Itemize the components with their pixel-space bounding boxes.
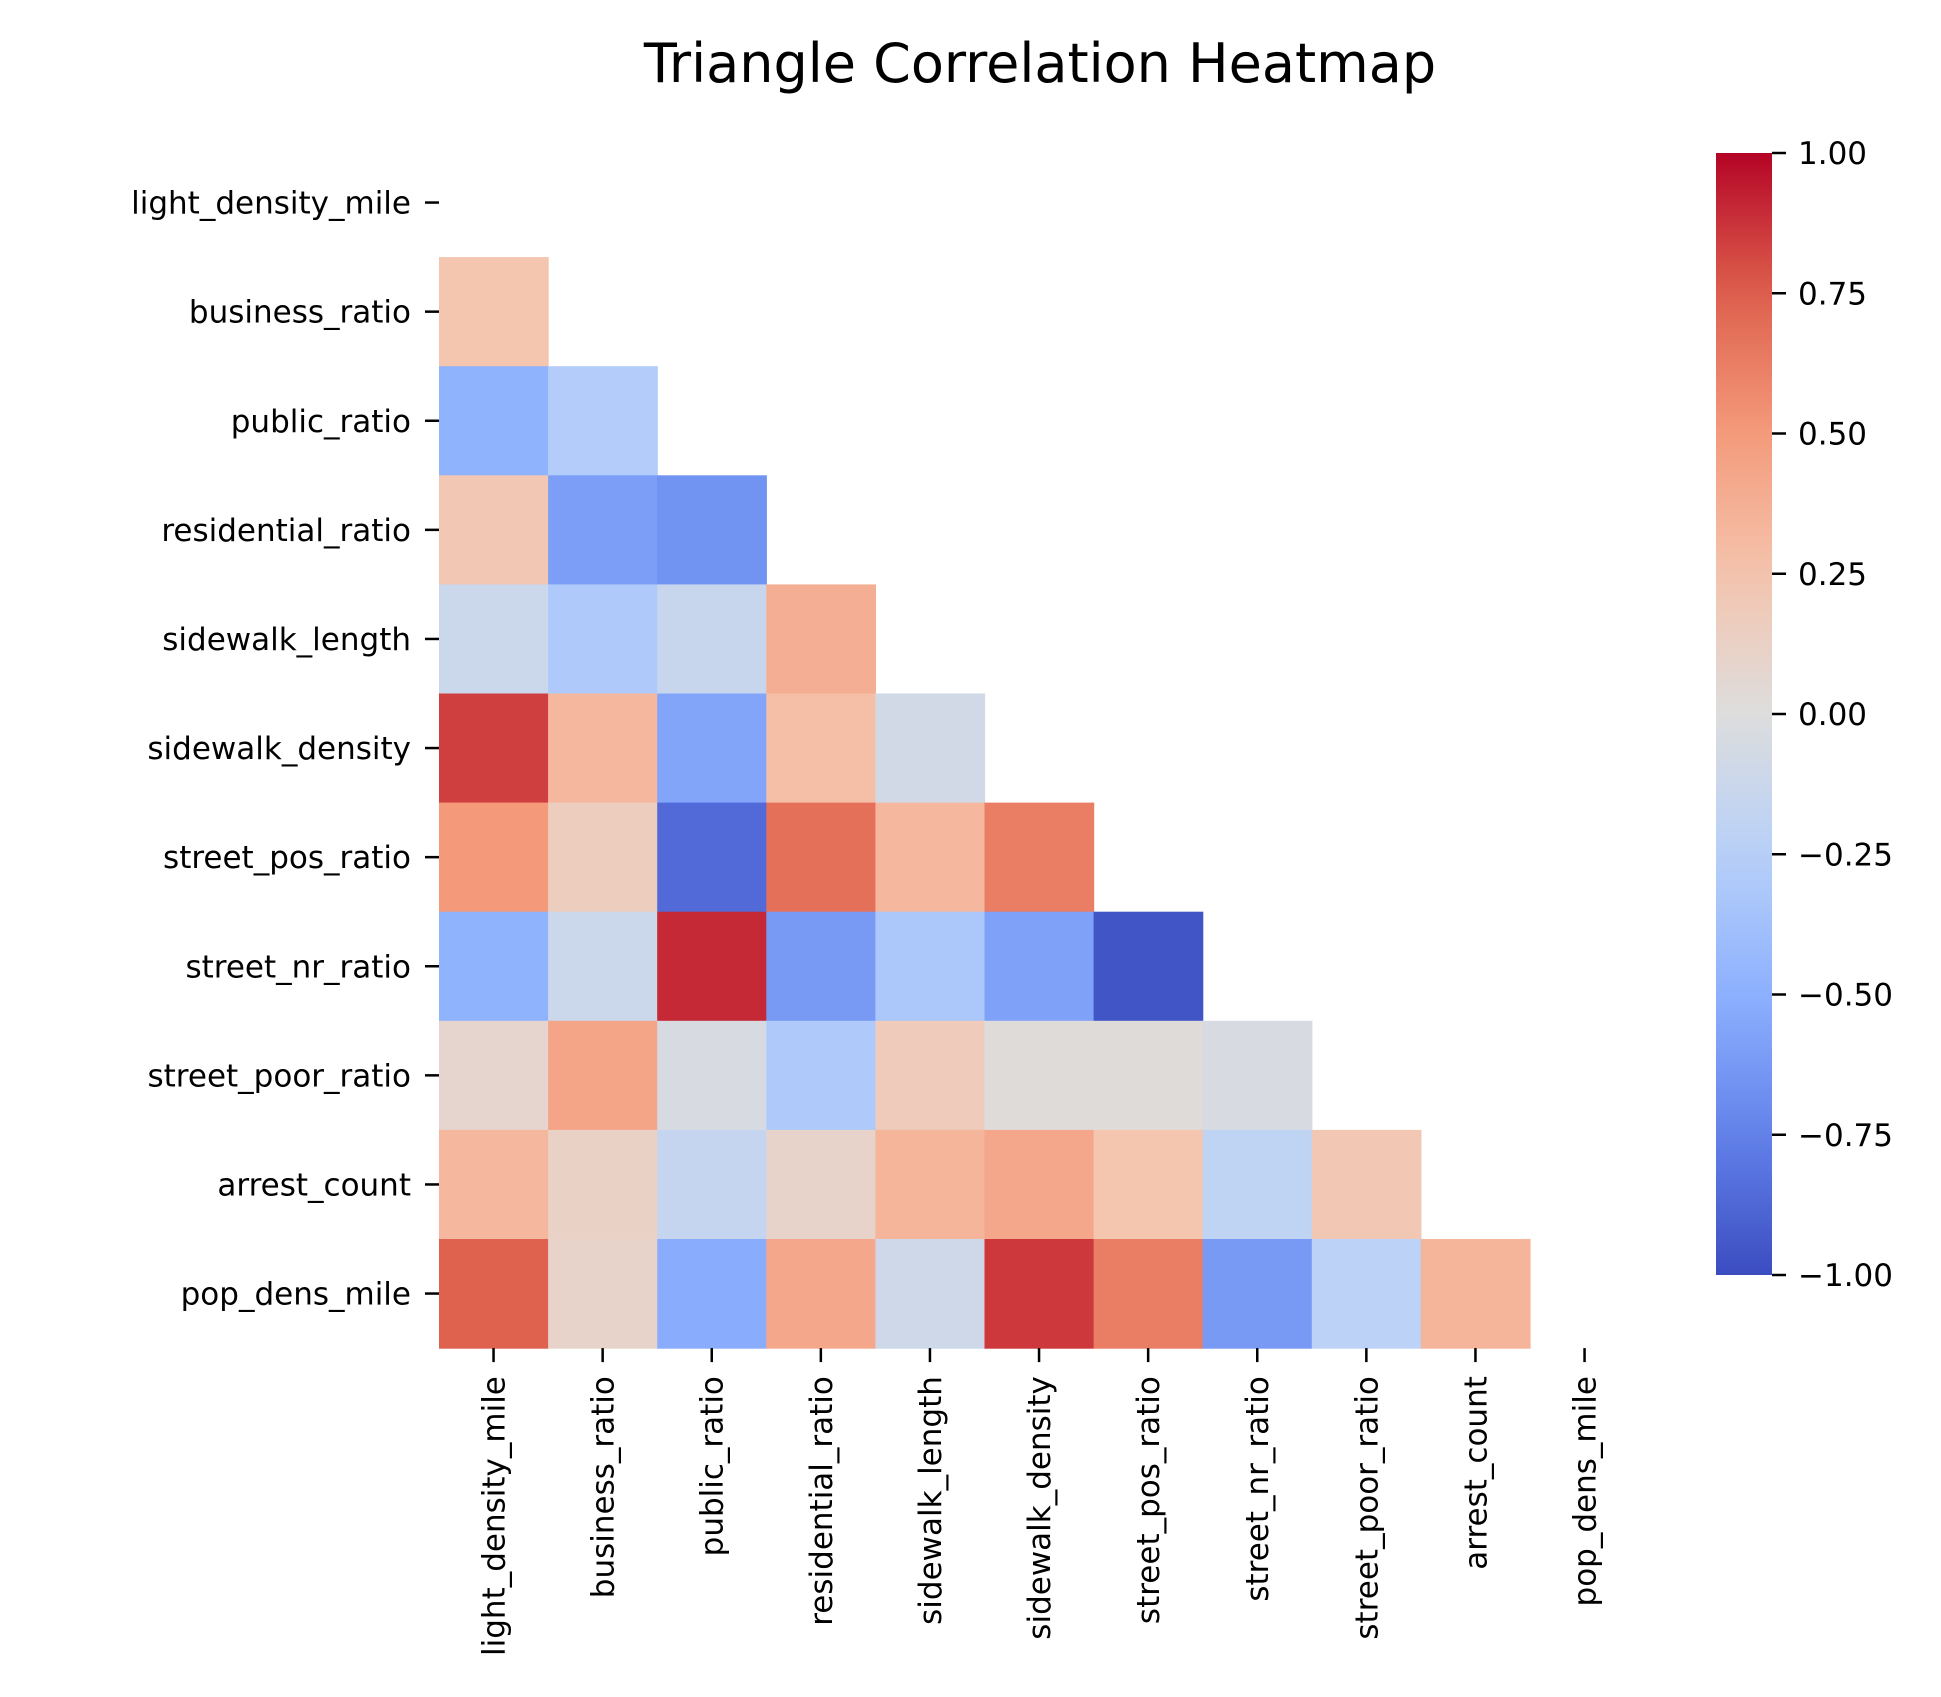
heatmap-cell [875, 1129, 986, 1240]
heatmap-cell [984, 1239, 1095, 1349]
heatmap-cell [1202, 1020, 1313, 1131]
y-tick-label: public_ratio [231, 404, 411, 440]
heatmap-cell [548, 475, 658, 585]
heatmap-cell [548, 1239, 658, 1349]
heatmap-cell [548, 366, 658, 476]
heatmap-cell [439, 1129, 549, 1240]
colorbar-tick-label: −0.25 [1798, 837, 1893, 873]
heatmap-cell [766, 693, 876, 804]
heatmap-cell [1202, 1129, 1313, 1240]
heatmap-cell [1093, 1239, 1204, 1349]
colorbar-tick-label: −0.75 [1798, 1118, 1893, 1154]
heatmap-cell [1093, 911, 1204, 1022]
heatmap-cell [657, 584, 767, 695]
heatmap-cell [766, 802, 876, 913]
heatmap-cell [657, 475, 767, 585]
heatmap-cell [875, 802, 986, 913]
heatmap-cell [439, 366, 549, 476]
heatmap-cell [657, 911, 767, 1022]
heatmap-cell [439, 693, 549, 804]
heatmap-cell [657, 1239, 767, 1349]
y-tick-label: street_nr_ratio [185, 949, 411, 985]
heatmap-cell [984, 1020, 1095, 1131]
y-tick-label: street_poor_ratio [148, 1058, 412, 1094]
heatmap-cell [766, 1239, 876, 1349]
colorbar-tick-label: 1.00 [1798, 136, 1867, 172]
x-tick-label: public_ratio [695, 1376, 731, 1556]
y-axis: light_density_mile business_ratio public_r… [131, 186, 439, 1313]
x-tick-label: street_pos_ratio [1131, 1376, 1167, 1624]
heatmap-cell [548, 693, 658, 804]
heatmap-cells [439, 257, 1531, 1349]
heatmap-cell [657, 1129, 767, 1240]
y-tick-label: light_density_mile [131, 186, 411, 222]
heatmap-cell [766, 1129, 876, 1240]
x-tick-label: light_density_mile [477, 1376, 513, 1656]
heatmap-cell [984, 1129, 1095, 1240]
y-tick-label: residential_ratio [161, 513, 411, 549]
heatmap-cell [548, 911, 658, 1022]
heatmap-cell [439, 475, 549, 585]
x-tick-label: sidewalk_density [1022, 1376, 1058, 1640]
colorbar: 1.00 0.75 0.50 0.25 0.00 −0.25 −0.50 −0.75 −1.00 [1716, 136, 1893, 1294]
colorbar-tick-label: 0.50 [1798, 417, 1867, 453]
colorbar-tick-label: 0.25 [1798, 557, 1867, 593]
y-tick-label: sidewalk_density [147, 731, 411, 767]
heatmap-cell [875, 1020, 986, 1131]
heatmap-cell [439, 1020, 549, 1131]
y-tick-label: sidewalk_length [162, 622, 411, 658]
chart-title: Triangle Correlation Heatmap [643, 32, 1436, 95]
heatmap-cell [875, 1239, 986, 1349]
y-tick-label: street_pos_ratio [163, 840, 411, 876]
x-tick-label: street_poor_ratio [1349, 1376, 1385, 1640]
heatmap-cell [548, 1129, 658, 1240]
colorbar-tick-label: 0.00 [1798, 697, 1867, 733]
heatmap-cell [657, 693, 767, 804]
heatmap-cell [548, 802, 658, 913]
heatmap-cell [875, 911, 986, 1022]
heatmap-cell [548, 584, 658, 695]
heatmap-cell [984, 911, 1095, 1022]
x-tick-label: street_nr_ratio [1240, 1376, 1276, 1602]
x-tick-label: pop_dens_mile [1568, 1376, 1604, 1606]
heatmap-cell [1420, 1239, 1531, 1349]
heatmap-cell [439, 584, 549, 695]
heatmap-cell [439, 911, 549, 1022]
heatmap-cell [548, 1020, 658, 1131]
heatmap-cell [1311, 1129, 1422, 1240]
x-tick-label: residential_ratio [804, 1376, 840, 1626]
heatmap-cell [439, 257, 549, 367]
colorbar-tick-label: −0.50 [1798, 978, 1893, 1014]
heatmap-cell [657, 802, 767, 913]
heatmap-cell [766, 584, 876, 695]
y-tick-label: business_ratio [189, 295, 411, 331]
heatmap-cell [1093, 1129, 1204, 1240]
x-axis: light_density_mile business_ratio public_r… [477, 1348, 1604, 1656]
heatmap-cell [657, 1020, 767, 1131]
colorbar-tick-label: −1.00 [1798, 1258, 1893, 1294]
heatmap-cell [984, 802, 1095, 913]
heatmap-cell [766, 1020, 876, 1131]
heatmap-cell [766, 911, 876, 1022]
heatmap-cell [1311, 1239, 1422, 1349]
heatmap-cell [1093, 1020, 1204, 1131]
colorbar-ticks: 1.00 0.75 0.50 0.25 0.00 −0.25 −0.50 −0.75 −1.00 [1772, 136, 1893, 1294]
y-tick-label: arrest_count [217, 1167, 411, 1203]
colorbar-gradient [1716, 153, 1772, 1275]
x-tick-label: business_ratio [586, 1376, 622, 1598]
heatmap-cell [439, 802, 549, 913]
y-tick-label: pop_dens_mile [181, 1277, 411, 1313]
heatmap-cell [439, 1239, 549, 1349]
colorbar-tick-label: 0.75 [1798, 276, 1867, 312]
heatmap-cell [875, 693, 986, 804]
x-tick-label: sidewalk_length [913, 1376, 949, 1625]
x-tick-label: arrest_count [1458, 1376, 1494, 1570]
heatmap-cell [1202, 1239, 1313, 1349]
